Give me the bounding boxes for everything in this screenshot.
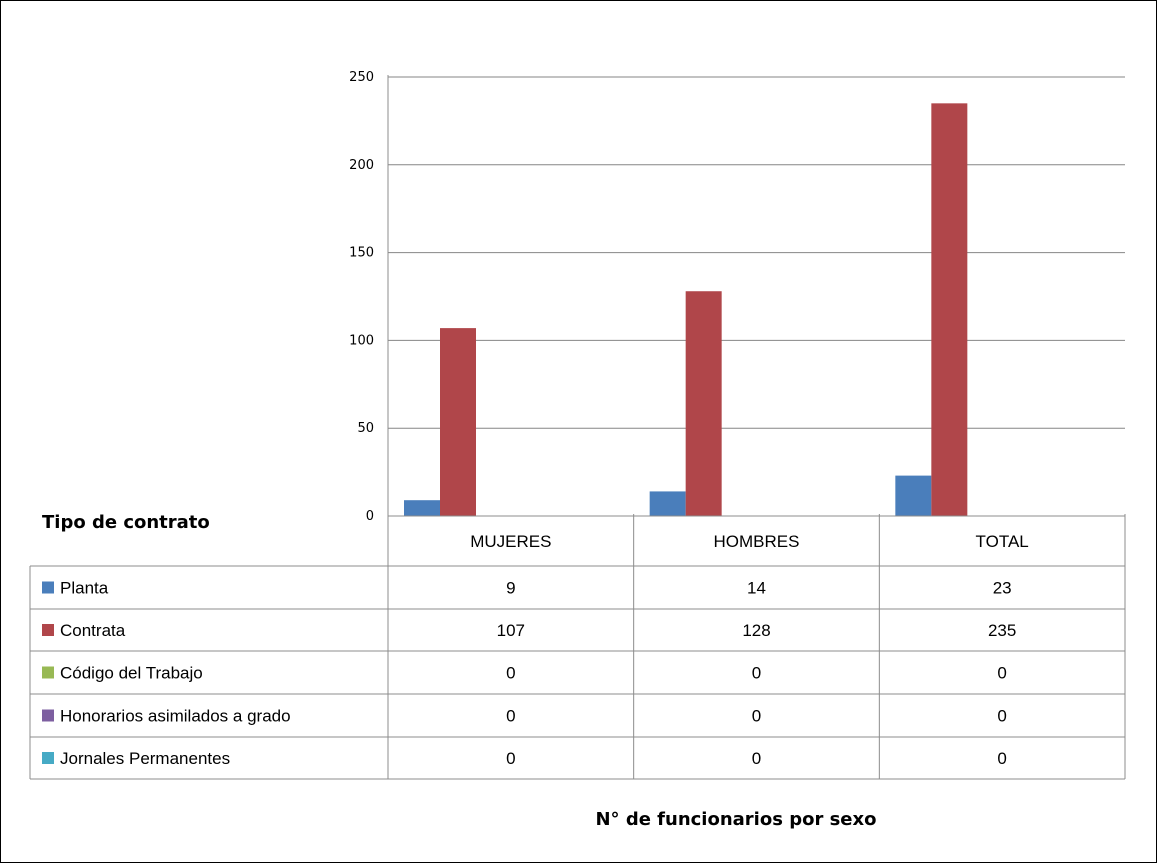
legend-label: Planta (60, 579, 109, 598)
legend-key (42, 624, 54, 636)
bar-planta-mujeres (404, 500, 440, 516)
data-label: 235 (988, 621, 1016, 640)
bar-contrata-hombres (685, 291, 722, 516)
table-title: Tipo de contrato (42, 512, 210, 533)
data-label: 0 (752, 664, 761, 683)
legend-key (42, 709, 54, 722)
category-label: HOMBRES (714, 532, 800, 551)
data-label: 9 (506, 579, 515, 598)
data-label: 0 (506, 749, 515, 768)
legend-label: Honorarios asimilados a grado (60, 707, 291, 726)
data-label: 0 (752, 749, 761, 768)
legend-key (42, 581, 54, 594)
x-axis-title: N° de funcionarios por sexo (595, 809, 876, 830)
total-row-label: TOTAL DOTACIÓN EFECTIVA (62, 0, 295, 4)
bar-planta-total (895, 475, 932, 516)
data-label: 0 (997, 707, 1006, 726)
category-label: MUJERES (470, 532, 551, 551)
data-label: 23 (993, 579, 1012, 598)
legend-label: Código del Trabajo (60, 664, 203, 683)
legend-label: Jornales Permanentes (60, 749, 230, 768)
bar-contrata-total (931, 103, 968, 516)
total-value: 142 (742, 0, 770, 4)
data-label: 0 (997, 664, 1006, 683)
y-tick-label: 100 (349, 333, 374, 348)
legend-key (42, 752, 54, 764)
legend-label: Contrata (60, 621, 126, 640)
y-tick-label: 250 (349, 70, 374, 85)
data-label: 14 (747, 579, 766, 598)
bar-planta-hombres (649, 491, 686, 516)
data-label: 0 (506, 707, 515, 726)
y-tick-label: 150 (349, 246, 374, 261)
legend-key (42, 666, 54, 679)
data-label: 0 (506, 664, 515, 683)
y-tick-label: 0 (366, 509, 374, 524)
total-value: 116 (497, 0, 524, 4)
y-tick-label: 50 (357, 421, 374, 436)
category-label: TOTAL (976, 532, 1029, 551)
y-tick-label: 200 (349, 158, 374, 173)
data-label: 0 (997, 749, 1006, 768)
data-label: 128 (742, 621, 770, 640)
total-value: 258 (988, 0, 1016, 4)
data-label: 107 (497, 621, 525, 640)
bar-contrata-mujeres (440, 328, 476, 516)
data-label: 0 (752, 707, 761, 726)
